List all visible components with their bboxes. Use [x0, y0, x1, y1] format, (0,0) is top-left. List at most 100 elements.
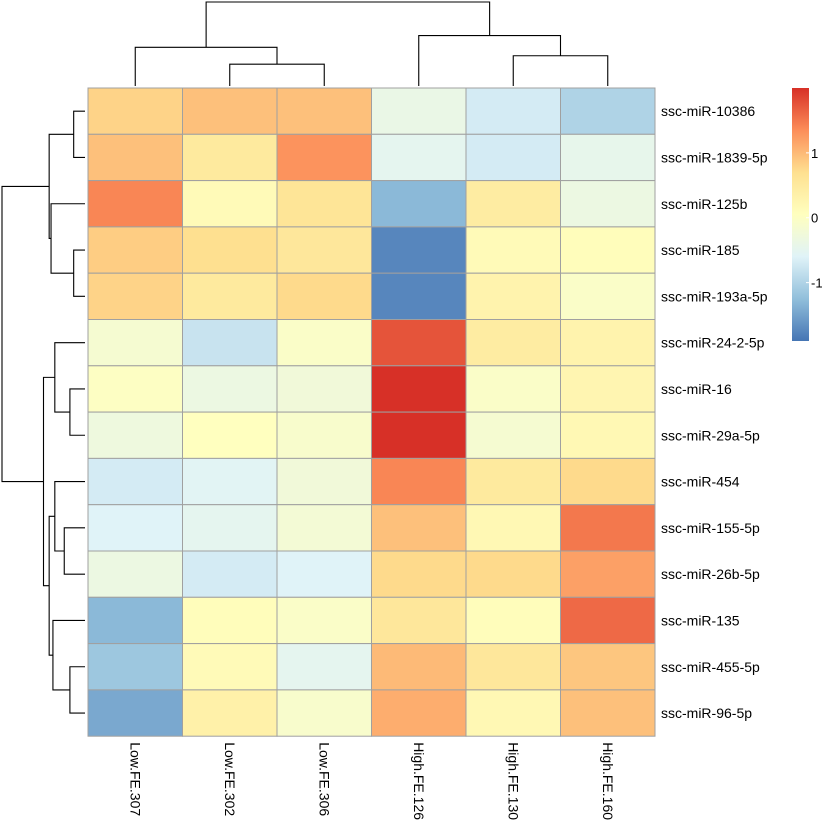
heatmap-cell [276, 133, 372, 182]
dendrogram-branch [54, 342, 85, 413]
legend-tick-label: 1 [811, 146, 818, 161]
dendrogram-branch [73, 249, 85, 297]
heatmap-cell [560, 504, 656, 552]
heatmap-cell [182, 272, 278, 321]
heatmap-cell [371, 643, 467, 691]
dendrogram-branch [69, 388, 85, 436]
heatmap-cell [371, 272, 467, 321]
heatmap-cell [87, 504, 183, 552]
dendrogram-branch [50, 203, 85, 274]
heatmap-cell [465, 180, 561, 228]
color-legend: 1 0 -1 [792, 88, 823, 341]
heatmap-cell [87, 457, 183, 506]
heatmap-cell [182, 365, 278, 413]
heatmap-cell [182, 596, 278, 645]
heatmap-cell [371, 689, 467, 737]
heatmap-cell [182, 643, 278, 691]
dendrogram-branch [229, 63, 325, 86]
heatmap-cell [276, 596, 372, 645]
heatmap-cell [276, 87, 372, 135]
row-label: ssc-miR-185 [661, 242, 740, 258]
column-dendrogram [134, 1, 609, 86]
heatmap-cell [371, 87, 467, 135]
column-label: Low.FE.306 [316, 742, 332, 816]
column-label: High.FE.126 [411, 742, 427, 820]
dendrogram-branch [52, 619, 85, 691]
dendrogram-branch [134, 46, 278, 86]
heatmap-cell [465, 319, 561, 367]
heatmap-cell [182, 319, 278, 367]
dendrogram-branch [48, 133, 74, 240]
heatmap-cell [465, 457, 561, 506]
heatmap-cell [465, 365, 561, 413]
heatmap-cell [182, 550, 278, 598]
heatmap-cell [560, 272, 656, 321]
heatmap-cell [182, 226, 278, 274]
heatmap-cell [182, 689, 278, 737]
heatmap-cell [465, 133, 561, 182]
row-label: ssc-miR-155-5p [661, 520, 760, 536]
heatmap-cell [560, 87, 656, 135]
heatmap-cell [465, 411, 561, 459]
heatmap-cell [465, 504, 561, 552]
dendrogram-branch [418, 35, 562, 86]
row-label: ssc-miR-125b [661, 196, 748, 212]
heatmap-cell [276, 272, 372, 321]
heatmap-cell [276, 550, 372, 598]
heatmap-cell [560, 365, 656, 413]
row-label: ssc-miR-96-5p [661, 705, 752, 721]
heatmap-cell [182, 180, 278, 228]
heatmap-cell [371, 596, 467, 645]
heatmap-cell [465, 87, 561, 135]
heatmap-cell [276, 643, 372, 691]
row-label: ssc-miR-26b-5p [661, 566, 760, 582]
dendrogram-branch [512, 55, 609, 86]
heatmap-cell [87, 226, 183, 274]
heatmap-cell [560, 180, 656, 228]
heatmap-cell [276, 226, 372, 274]
heatmap-cell [560, 550, 656, 598]
heatmap-cell [465, 643, 561, 691]
row-labels: ssc-miR-10386 ssc-miR-1839-5p ssc-miR-125b… [661, 103, 768, 721]
heatmap-cell [87, 550, 183, 598]
heatmap-cell [276, 504, 372, 552]
column-labels: Low.FE.307 Low.FE.302 Low.FE.306 High.FE.12… [127, 742, 616, 820]
column-label: High.FE.130 [505, 742, 521, 820]
heatmap-cell [182, 133, 278, 182]
heatmap-cell [371, 457, 467, 506]
dendrogram-branch [205, 1, 491, 48]
heatmap-cell [560, 689, 656, 737]
row-label: ssc-miR-16 [661, 381, 732, 397]
heatmap-cells [87, 87, 656, 737]
column-label: High.FE.160 [600, 742, 616, 820]
heatmap-cell [87, 87, 183, 135]
heatmap-cell [87, 319, 183, 367]
row-label: ssc-miR-1839-5p [661, 149, 768, 165]
dendrogram-branch [54, 481, 85, 552]
heatmap-cell [465, 226, 561, 274]
heatmap-cell [371, 226, 467, 274]
heatmap-cell [276, 457, 372, 506]
heatmap-cell [371, 550, 467, 598]
heatmap-cell [276, 689, 372, 737]
heatmap-cell [87, 596, 183, 645]
heatmap-cell [182, 457, 278, 506]
row-dendrogram [1, 110, 85, 714]
heatmap-cell [465, 550, 561, 598]
heatmap-cell [87, 643, 183, 691]
heatmap-cell [560, 411, 656, 459]
row-label: ssc-miR-193a-5p [661, 288, 768, 304]
heatmap-cell [87, 133, 183, 182]
heatmap-cell [560, 319, 656, 367]
heatmap-cell [371, 319, 467, 367]
heatmap-cell [276, 365, 372, 413]
dendrogram-branch [63, 527, 85, 575]
row-label: ssc-miR-24-2-5p [661, 335, 765, 351]
dendrogram-branch [48, 515, 55, 656]
heatmap-cell [371, 504, 467, 552]
heatmap-cell [371, 411, 467, 459]
heatmap-cell [182, 411, 278, 459]
heatmap-cell [371, 133, 467, 182]
heatmap-cell [182, 504, 278, 552]
